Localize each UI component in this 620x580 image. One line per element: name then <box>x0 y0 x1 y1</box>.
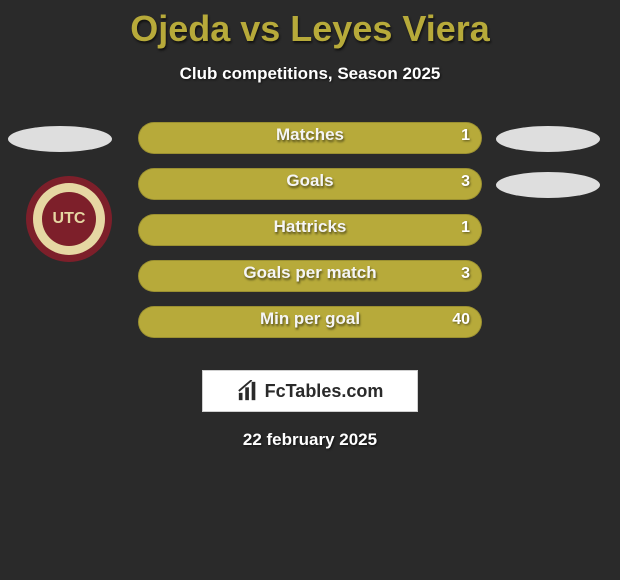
brand-text: FcTables.com <box>265 381 384 402</box>
stat-bar-fill-left <box>139 261 481 291</box>
player-avatar-placeholder-right <box>496 126 600 152</box>
stat-bar-track <box>138 260 482 292</box>
stat-bar-track <box>138 122 482 154</box>
stat-row: Matches1 <box>0 122 620 168</box>
stat-bar-fill-left <box>139 307 481 337</box>
stat-row: Goals3 <box>0 168 620 214</box>
player-avatar-placeholder-right <box>496 172 600 198</box>
stat-row: Hattricks1 <box>0 214 620 260</box>
stat-row: Goals per match3 <box>0 260 620 306</box>
brand-badge: FcTables.com <box>202 370 418 412</box>
stat-bar-track <box>138 306 482 338</box>
stat-bar-fill-left <box>139 123 481 153</box>
bars-icon <box>237 380 259 402</box>
stat-row: Min per goal40 <box>0 306 620 352</box>
stat-bar-fill-left <box>139 215 481 245</box>
player-avatar-placeholder-left <box>8 126 112 152</box>
stat-bar-fill-left <box>139 169 481 199</box>
stat-rows: Matches1Goals3Hattricks1Goals per match3… <box>0 122 620 352</box>
footer-date: 22 february 2025 <box>0 430 620 450</box>
stat-bar-track <box>138 214 482 246</box>
stat-bar-track <box>138 168 482 200</box>
page-title: Ojeda vs Leyes Viera <box>0 0 620 50</box>
page-subtitle: Club competitions, Season 2025 <box>0 64 620 84</box>
